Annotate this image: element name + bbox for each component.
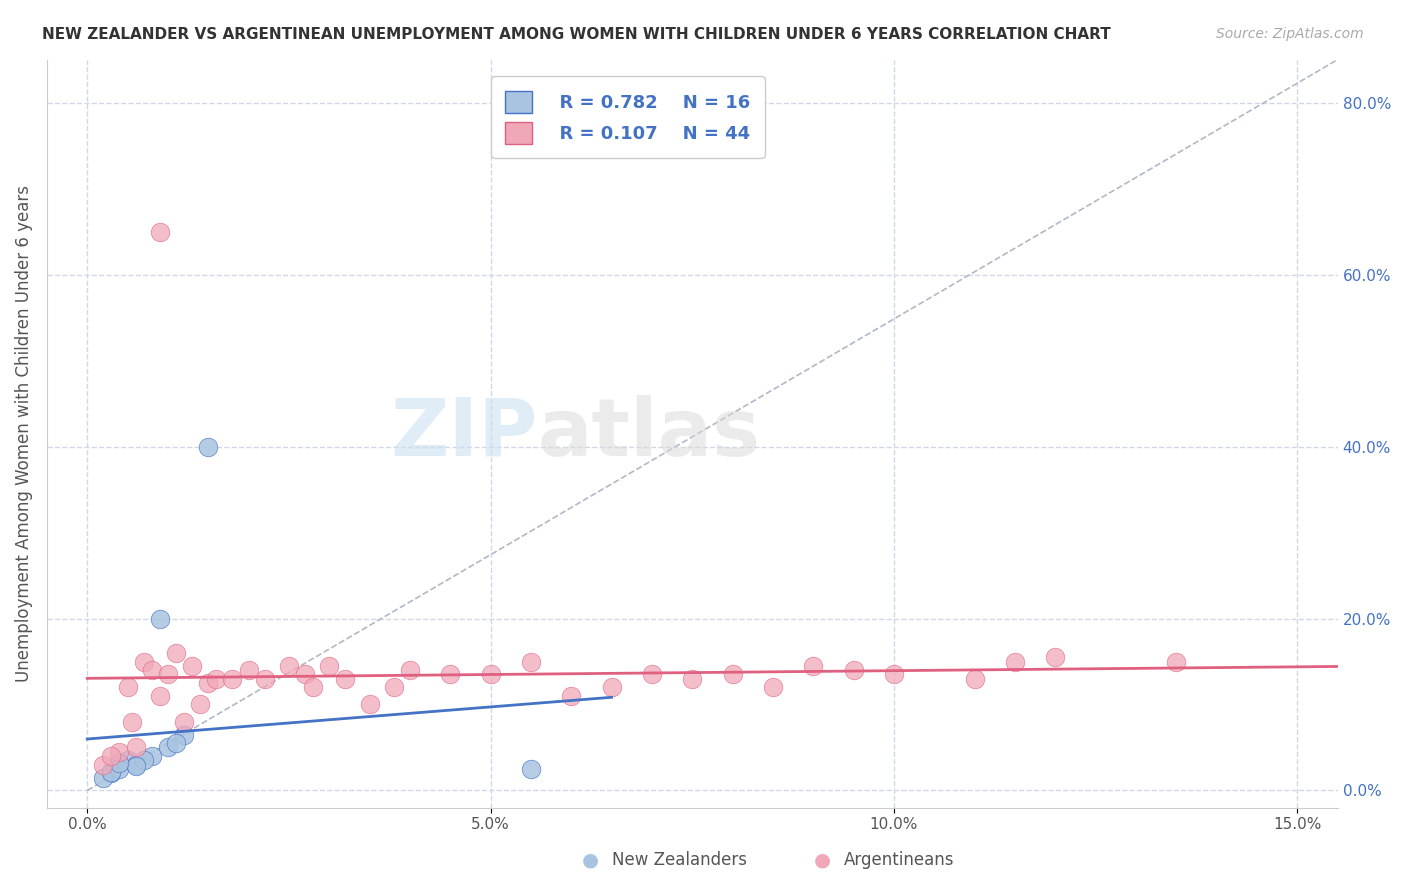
Point — [156, 740, 179, 755]
Point — [149, 611, 172, 625]
Text: New Zealanders: New Zealanders — [612, 851, 747, 869]
Point — [100, 764, 122, 779]
Point — [318, 658, 340, 673]
Point — [108, 745, 131, 759]
Point — [141, 663, 163, 677]
Point — [124, 740, 146, 755]
Point — [124, 757, 146, 772]
Point — [124, 759, 146, 773]
Point — [108, 756, 131, 770]
Point — [121, 714, 143, 729]
Point — [117, 681, 139, 695]
Point — [165, 646, 187, 660]
Point — [1004, 655, 1026, 669]
Point — [681, 672, 703, 686]
Point — [253, 672, 276, 686]
Point — [842, 663, 865, 677]
Point — [100, 749, 122, 764]
Point — [205, 672, 228, 686]
Point — [520, 655, 543, 669]
Point — [277, 658, 299, 673]
Point — [93, 757, 115, 772]
Text: Source: ZipAtlas.com: Source: ZipAtlas.com — [1216, 27, 1364, 41]
Point — [399, 663, 422, 677]
Point — [156, 667, 179, 681]
Point — [165, 736, 187, 750]
Point — [117, 753, 139, 767]
Legend:   R = 0.782    N = 16,   R = 0.107    N = 44: R = 0.782 N = 16, R = 0.107 N = 44 — [491, 76, 765, 158]
Point — [1045, 650, 1067, 665]
Point — [382, 681, 405, 695]
Point — [100, 766, 122, 780]
Point — [359, 698, 381, 712]
Point — [520, 762, 543, 776]
Point — [173, 728, 195, 742]
Point — [479, 667, 502, 681]
Y-axis label: Unemployment Among Women with Children Under 6 years: Unemployment Among Women with Children U… — [15, 186, 32, 682]
Point — [883, 667, 905, 681]
Text: ZIP: ZIP — [389, 394, 537, 473]
Point — [560, 689, 582, 703]
Point — [108, 762, 131, 776]
Point — [132, 655, 155, 669]
Point — [1166, 655, 1188, 669]
Point — [132, 753, 155, 767]
Point — [173, 714, 195, 729]
Point — [197, 676, 219, 690]
Point — [721, 667, 744, 681]
Text: atlas: atlas — [537, 394, 761, 473]
Text: ●: ● — [582, 850, 599, 869]
Point — [197, 440, 219, 454]
Point — [294, 667, 316, 681]
Point — [181, 658, 204, 673]
Point — [141, 749, 163, 764]
Point — [149, 689, 172, 703]
Point — [149, 225, 172, 239]
Point — [963, 672, 986, 686]
Point — [762, 681, 785, 695]
Text: ●: ● — [814, 850, 831, 869]
Text: Argentineans: Argentineans — [844, 851, 955, 869]
Point — [439, 667, 461, 681]
Point — [188, 698, 211, 712]
Point — [335, 672, 357, 686]
Point — [641, 667, 664, 681]
Point — [93, 771, 115, 785]
Point — [221, 672, 243, 686]
Text: NEW ZEALANDER VS ARGENTINEAN UNEMPLOYMENT AMONG WOMEN WITH CHILDREN UNDER 6 YEAR: NEW ZEALANDER VS ARGENTINEAN UNEMPLOYMEN… — [42, 27, 1111, 42]
Point — [801, 658, 824, 673]
Point — [302, 681, 325, 695]
Point — [238, 663, 260, 677]
Point — [600, 681, 623, 695]
